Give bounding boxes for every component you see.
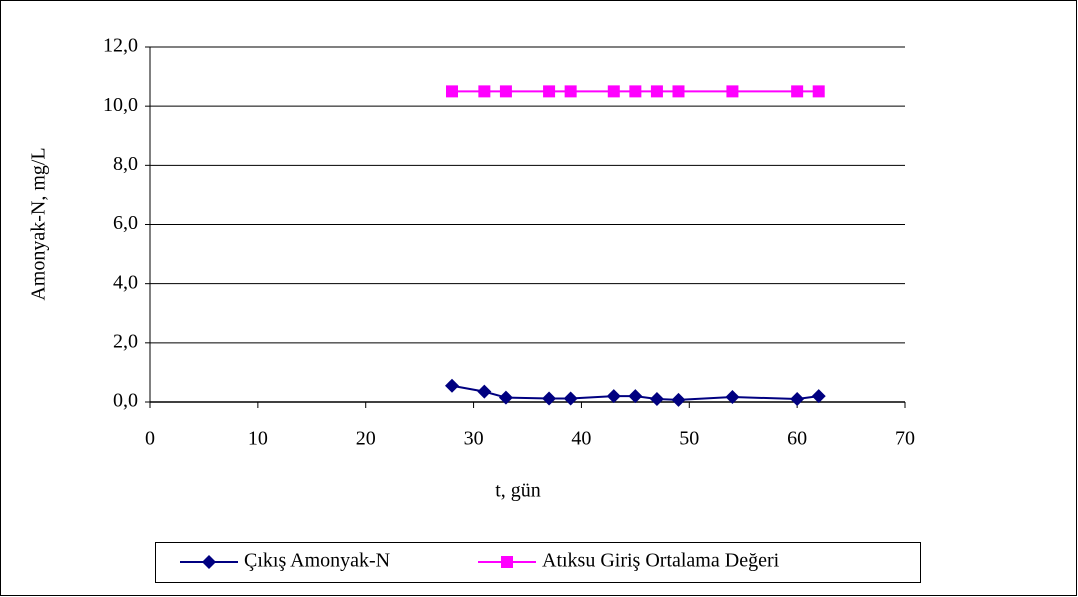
- point: [811, 389, 826, 404]
- point: [650, 85, 663, 98]
- y-tick-label: 6,0: [113, 212, 138, 234]
- point: [790, 392, 805, 407]
- x-tick-label: 40: [571, 428, 591, 450]
- y-tick-label: 4,0: [113, 271, 138, 293]
- point: [478, 85, 491, 98]
- x-tick-label: 30: [464, 428, 484, 450]
- y-tick-label: 12,0: [103, 35, 138, 57]
- point: [607, 85, 620, 98]
- point: [477, 384, 492, 399]
- legend-marker: [202, 555, 216, 569]
- y-tick-label: 10,0: [103, 94, 138, 116]
- point: [649, 392, 664, 407]
- point: [726, 85, 739, 98]
- point: [791, 85, 804, 98]
- x-tick-label: 10: [248, 428, 268, 450]
- point: [672, 85, 685, 98]
- x-tick-label: 20: [356, 428, 376, 450]
- point: [498, 390, 513, 405]
- point: [606, 389, 621, 404]
- point: [671, 392, 686, 407]
- point: [542, 391, 557, 406]
- y-tick-label: 8,0: [113, 153, 138, 175]
- point: [543, 85, 556, 98]
- legend-box: [155, 542, 921, 583]
- y-tick-label: 2,0: [113, 330, 138, 352]
- point: [629, 85, 642, 98]
- point: [628, 389, 643, 404]
- point: [812, 85, 825, 98]
- point: [725, 389, 740, 404]
- point: [445, 378, 459, 393]
- point: [563, 391, 578, 406]
- y-axis-label: Amonyak-N, mg/L: [28, 147, 50, 300]
- point: [446, 85, 458, 98]
- x-tick-label: 60: [787, 428, 807, 450]
- point: [564, 85, 577, 98]
- point: [499, 85, 512, 98]
- x-tick-label: 70: [895, 428, 915, 450]
- legend-label: Çıkış Amonyak-N: [244, 550, 390, 572]
- x-tick-label: 50: [679, 428, 699, 450]
- x-tick-label: 0: [145, 428, 155, 450]
- y-tick-label: 0,0: [113, 390, 138, 412]
- legend-label: Atıksu Giriş Ortalama Değeri: [542, 550, 780, 572]
- legend-marker: [501, 556, 513, 568]
- x-axis-label: t, gün: [495, 480, 541, 502]
